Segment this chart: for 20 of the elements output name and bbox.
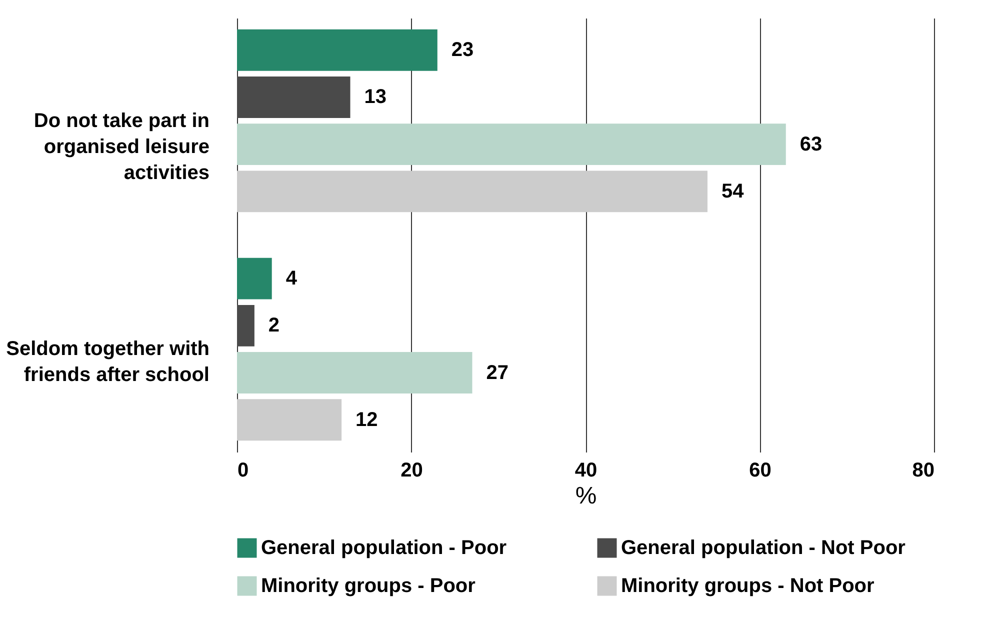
legend-label: General population - Not Poor: [621, 537, 906, 559]
y-tick-label: Seldom together with friends after school: [6, 338, 210, 386]
legend-label: Minority groups - Poor: [261, 575, 476, 597]
y-tick-label: Do not take part in organised leisure activities: [34, 110, 210, 184]
legend-label: General population - Poor: [261, 537, 507, 559]
data-label: 4: [286, 268, 298, 290]
x-tick-label: 0: [238, 460, 249, 482]
x-tick-label: 60: [749, 460, 772, 482]
data-label: 54: [721, 180, 745, 202]
data-label: 2: [268, 314, 280, 337]
x-tick-label: 20: [400, 460, 423, 482]
x-axis-title: %: [575, 482, 597, 510]
data-label: 63: [800, 133, 822, 156]
x-tick-label: 80: [912, 460, 934, 482]
x-tick-label: 40: [574, 460, 598, 482]
data-label: 27: [486, 362, 508, 384]
data-label: 23: [451, 39, 474, 62]
data-label: 12: [356, 408, 378, 431]
data-label: 13: [364, 86, 387, 108]
legend-label: Minority groups - Not Poor: [621, 575, 875, 597]
